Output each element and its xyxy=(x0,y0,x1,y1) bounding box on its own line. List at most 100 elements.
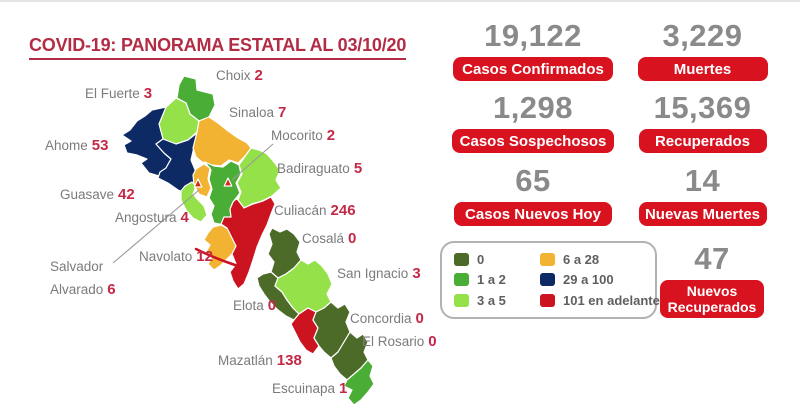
municipality-value: 3 xyxy=(143,85,153,102)
municipality-name: Escuinapa xyxy=(272,381,336,396)
legend-item: 6 a 28 xyxy=(540,252,660,267)
map-legend: 0 1 a 2 3 a 5 6 a 28 29 a 100 101 en ade… xyxy=(440,241,660,319)
map-label-cosala: Cosalá 0 xyxy=(302,231,356,247)
municipality-value: 1 xyxy=(339,380,348,397)
legend-label: 3 a 5 xyxy=(477,293,506,309)
legend-label: 6 a 28 xyxy=(563,251,600,267)
stat-label-badge: Muertes xyxy=(637,57,768,81)
stat-value: 65 xyxy=(515,163,551,198)
map-label-mazatlan: Mazatlán 138 xyxy=(218,353,302,369)
region-sinaloa xyxy=(192,116,252,167)
municipality-value: 0 xyxy=(267,297,277,314)
municipality-value: 4 xyxy=(180,209,189,226)
stat-nuevas-muertes: 14 Nuevas Muertes xyxy=(625,164,780,226)
leader-line-salvador-alvarado xyxy=(112,189,200,264)
stat-casos-sospechosos: 1,298 Casos Sospechosos xyxy=(440,91,626,153)
municipality-value: 138 xyxy=(276,352,302,369)
stat-label-badge: Recuperados xyxy=(638,129,767,153)
legend-color-chip xyxy=(540,273,555,287)
legend-color-chip xyxy=(454,252,469,266)
map-label-choix: Choix 2 xyxy=(216,68,263,84)
municipality-value: 246 xyxy=(330,202,356,219)
region-escuinapa xyxy=(343,359,375,406)
municipality-name: Navolato xyxy=(139,249,193,264)
municipality-name: Choix xyxy=(216,68,251,83)
sinaloa-choropleth-map xyxy=(112,75,375,406)
municipality-name: Culiacán xyxy=(274,203,327,218)
region-el-rosario xyxy=(330,331,369,381)
stat-value: 19,122 xyxy=(484,18,582,53)
stat-value: 15,369 xyxy=(653,90,752,125)
legend-label: 0 xyxy=(477,251,485,267)
map-label-badiraguato: Badiraguato 5 xyxy=(277,161,362,177)
municipality-value: 2 xyxy=(254,67,263,84)
map-label-san-ignacio: San Ignacio 3 xyxy=(337,266,421,282)
map-label-sinaloa: Sinaloa 7 xyxy=(229,105,286,121)
page-title: COVID-19: PANORAMA ESTATAL AL 03/10/20 xyxy=(29,35,406,60)
municipality-value: 3 xyxy=(412,265,421,282)
municipality-value: 2 xyxy=(326,127,336,144)
municipality-name: Sinaloa xyxy=(229,105,275,120)
map-label-ahome: Ahome 53 xyxy=(45,138,108,154)
legend-item: 101 en adelante xyxy=(540,293,660,308)
stat-label-badge: Casos Sospechosos xyxy=(452,129,614,153)
stat-casos-confirmados: 19,122 Casos Confirmados xyxy=(440,19,626,81)
legend-label: 1 a 2 xyxy=(477,272,506,288)
municipality-value: 42 xyxy=(118,186,135,203)
map-label-escuinapa: Escuinapa 1 xyxy=(272,381,347,397)
municipality-value: 6 xyxy=(107,281,116,298)
municipality-value: 0 xyxy=(428,333,437,350)
stat-value: 3,229 xyxy=(662,18,743,53)
stat-value: 1,298 xyxy=(492,90,574,125)
municipality-name: Salvador Alvarado xyxy=(50,259,104,297)
map-label-angostura: Angostura 4 xyxy=(115,210,189,226)
map-label-culiacan: Culiacán 246 xyxy=(274,203,356,219)
municipality-value: 12 xyxy=(196,248,213,265)
municipality-name: El Rosario xyxy=(362,334,425,349)
marker-salvador-alvarado-icon xyxy=(193,178,203,188)
leader-line-mocorito xyxy=(231,143,274,181)
legend-label: 29 a 100 xyxy=(563,272,614,288)
municipality-name: San Ignacio xyxy=(337,266,409,281)
marker-mocorito-icon xyxy=(223,177,233,187)
stat-nuevos-recuperados: 47 Nuevos Recuperados xyxy=(650,242,774,318)
municipality-value: 53 xyxy=(91,137,109,154)
legend-color-chip xyxy=(454,294,469,308)
legend-item: 29 a 100 xyxy=(540,272,660,287)
legend-item: 0 xyxy=(454,252,540,267)
map-label-salvador-alvarado: Salvador Alvarado 6 xyxy=(50,255,126,301)
municipality-name: Badiraguato xyxy=(277,161,350,176)
stat-value: 14 xyxy=(684,163,721,198)
municipality-name: Ahome xyxy=(45,138,88,153)
legend-color-chip xyxy=(454,273,469,287)
map-label-guasave: Guasave 42 xyxy=(60,187,135,203)
municipality-name: Concordia xyxy=(350,311,412,326)
map-label-elota: Elota 0 xyxy=(233,298,276,314)
municipality-name: Guasave xyxy=(60,187,115,202)
municipality-value: 5 xyxy=(353,160,363,177)
municipality-name: Mazatlán xyxy=(218,353,273,368)
stat-label-badge: Casos Confirmados xyxy=(453,57,613,81)
stat-label-badge: Nuevas Muertes xyxy=(638,202,767,226)
stat-casos-nuevos-hoy: 65 Casos Nuevos Hoy xyxy=(440,164,626,226)
municipality-value: 7 xyxy=(278,104,287,121)
region-culiacan-coastal-strip xyxy=(194,247,240,268)
municipality-name: Cosalá xyxy=(302,231,345,246)
stat-label-badge: Nuevos Recuperados xyxy=(660,280,764,318)
legend-color-chip xyxy=(540,252,555,266)
stat-label-badge: Casos Nuevos Hoy xyxy=(454,202,612,226)
municipality-value: 0 xyxy=(348,230,357,247)
municipality-name: El Fuerte xyxy=(85,86,140,101)
legend-label: 101 en adelante xyxy=(563,293,660,309)
map-label-concordia: Concordia 0 xyxy=(350,311,424,327)
stat-value: 47 xyxy=(694,241,730,276)
legend-item: 3 a 5 xyxy=(454,293,540,308)
map-label-el-fuerte: El Fuerte 3 xyxy=(85,86,152,102)
map-label-mocorito: Mocorito 2 xyxy=(271,128,335,144)
legend-color-chip xyxy=(540,294,555,308)
map-label-navolato: Navolato 12 xyxy=(139,249,213,265)
map-label-el-rosario: El Rosario 0 xyxy=(362,334,437,350)
stat-muertes: 3,229 Muertes xyxy=(625,19,780,81)
municipality-name: Mocorito xyxy=(271,128,323,143)
